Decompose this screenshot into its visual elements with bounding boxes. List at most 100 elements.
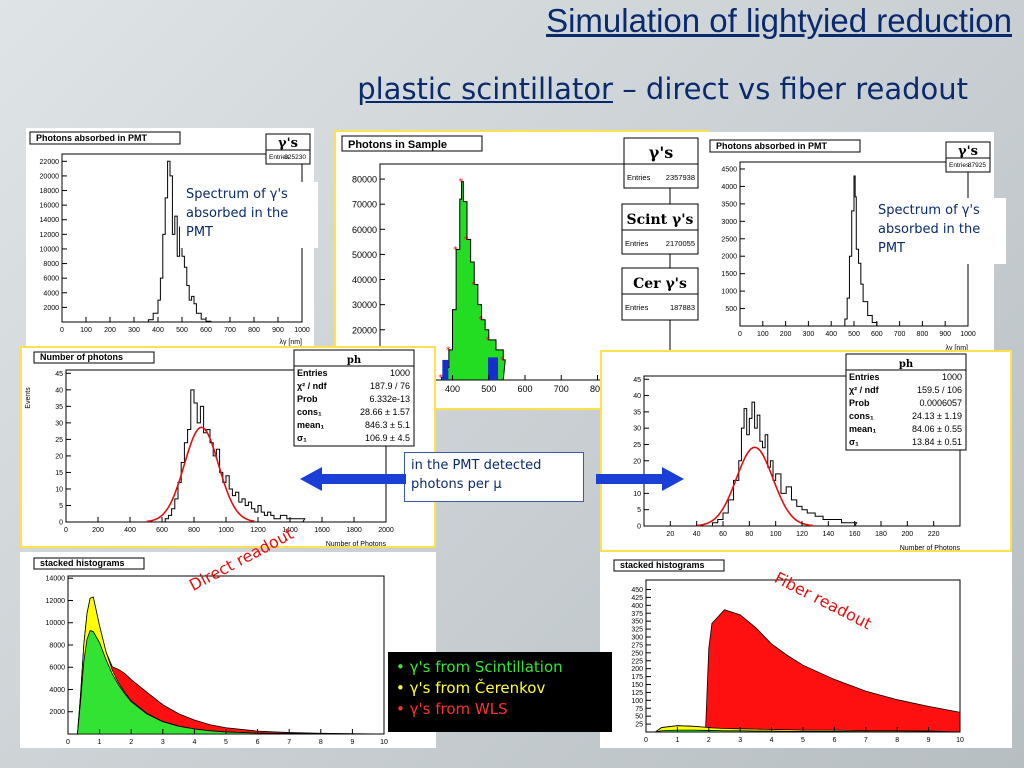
sample-marker: *	[471, 281, 476, 291]
stats-box	[945, 141, 991, 173]
y-tick-label: 1500	[721, 271, 737, 278]
y-tick-label: 10	[633, 491, 641, 498]
y-tick-label: 5	[59, 503, 63, 510]
stats-row-value: 6.332e-13	[369, 394, 410, 404]
chart-number-of-photons-left: Number of photons 0 200 400 600 800 1000 1200 14…	[20, 346, 436, 548]
x-tick-label: 20	[666, 531, 674, 538]
y-tick-label: 22000	[40, 159, 60, 166]
y-tick-label: 60000	[352, 225, 377, 235]
x-tick-label: 0	[644, 737, 648, 744]
x-tick-label: 200	[92, 527, 104, 534]
y-tick-label: 45	[633, 377, 641, 384]
x-tick-label: 600	[871, 331, 883, 338]
y-tick-label: 14000	[40, 217, 60, 224]
y-tick-label: 4000	[43, 290, 59, 297]
x-tick-label: 700	[554, 384, 569, 394]
x-tick-label: 40	[693, 531, 701, 538]
y-tick-label: 30	[633, 426, 641, 433]
x-tick-label: 1	[98, 739, 102, 746]
stats-label: Entries	[627, 173, 651, 182]
arrow-right-icon	[596, 467, 684, 491]
x-tick-label: 7	[287, 739, 291, 746]
x-tick-label: 6	[256, 739, 260, 746]
x-tick-label: 2000	[378, 527, 394, 534]
x-tick-label: 100	[80, 327, 92, 334]
stats-title: γ's	[278, 136, 298, 151]
chart-title: Photons absorbed in PMT	[716, 141, 828, 151]
histogram-outline	[164, 389, 306, 523]
chart-title: Photons absorbed in PMT	[36, 133, 148, 143]
y-tick-label: 45	[55, 371, 63, 378]
x-axis-label: Number of Photons	[326, 541, 387, 548]
chart-svg-pmt_right: Photons absorbed in PMT 0 100 200 300 400 500 6…	[709, 139, 991, 352]
y-tick-label: 4000	[721, 184, 737, 191]
y-tick-label: 3500	[721, 201, 737, 208]
x-tick-label: 2	[129, 739, 133, 746]
stats-row-label: mean₁	[297, 420, 325, 430]
legend-cerenkov: • γ's from Čerenkov	[396, 679, 546, 697]
y-tick-label: 425	[631, 595, 643, 602]
y-tick-label: 2000	[721, 254, 737, 261]
y-axis-label: Events	[25, 387, 32, 409]
x-tick-label: 1800	[346, 527, 362, 534]
chart-title-box	[29, 131, 181, 145]
x-tick-label: 80	[745, 531, 753, 538]
stats-row-value: 84.06 ± 0.55	[912, 424, 962, 434]
x-tick-label: 5	[224, 739, 228, 746]
stats-label: Entries	[625, 239, 649, 248]
x-tick-label: 1400	[282, 527, 298, 534]
x-tick-label: 800	[188, 527, 200, 534]
stats-row-label: Entries	[849, 372, 880, 382]
stats-row-label: Prob	[297, 394, 318, 404]
x-tick-label: 200	[901, 531, 913, 538]
y-tick-label: 40	[55, 387, 63, 394]
y-tick-label: 20000	[40, 173, 60, 180]
y-tick-label: 15	[55, 470, 63, 477]
y-tick-label: 30	[55, 420, 63, 427]
x-tick-label: 8	[895, 737, 899, 744]
x-tick-label: 500	[481, 384, 496, 394]
x-tick-label: 0	[64, 527, 68, 534]
y-tick-label: 70000	[352, 200, 377, 210]
stats-row-label: Entries	[297, 368, 328, 378]
y-tick-label: 2000	[49, 709, 65, 716]
y-tick-label: 20	[55, 453, 63, 460]
stats-row-label: cons₁	[849, 411, 874, 421]
x-tick-label: 300	[128, 327, 140, 334]
chart-svg-np_right: 2040608010012014016018020022005101520253…	[633, 353, 967, 552]
stats-title: ph	[347, 355, 362, 366]
y-tick-label: 1000	[721, 289, 737, 296]
y-tick-label: 40	[633, 393, 641, 400]
x-tick-label: 900	[272, 327, 284, 334]
stats-value: 187883	[670, 303, 695, 312]
chart-stacked-right: stacked histograms 0 1 2 3 4 5 6 7 8 9 10 25 50 75 100 1…	[600, 552, 1012, 748]
x-tick-label: 0	[60, 327, 64, 334]
stats-row-label: χ² / ndf	[297, 381, 328, 391]
y-tick-label: 6000	[43, 276, 59, 283]
y-tick-label: 4000	[49, 687, 65, 694]
x-tick-label: 100	[757, 331, 769, 338]
subtitle-rest: – direct vs fiber readout	[612, 72, 968, 106]
y-tick-label: 125	[631, 690, 643, 697]
y-tick-label: 40000	[352, 275, 377, 285]
y-tick-label: 10000	[40, 246, 60, 253]
note-pmt-right: Spectrum of γ's absorbed in the PMT	[872, 198, 1006, 264]
stats-row-label: Entries	[269, 154, 290, 161]
sample-marker: *	[464, 235, 469, 245]
chart-title-box	[33, 351, 155, 364]
chart-title-box	[709, 139, 861, 153]
x-tick-label: 500	[176, 327, 188, 334]
x-tick-label: 9	[927, 737, 931, 744]
y-tick-label: 100	[631, 698, 643, 705]
x-tick-label: 0	[738, 331, 742, 338]
x-tick-label: 200	[780, 331, 792, 338]
histogram-outline	[840, 175, 879, 327]
chart-title: Number of photons	[40, 352, 123, 362]
y-tick-label: 3000	[721, 219, 737, 226]
sample-marker: *	[486, 336, 491, 346]
y-tick-label: 18000	[40, 188, 60, 195]
arrow-right-shape	[596, 467, 684, 491]
x-tick-label: 9	[350, 739, 354, 746]
stats-row-label: Entries	[949, 162, 970, 169]
stats-row-value: 925230	[284, 154, 306, 161]
